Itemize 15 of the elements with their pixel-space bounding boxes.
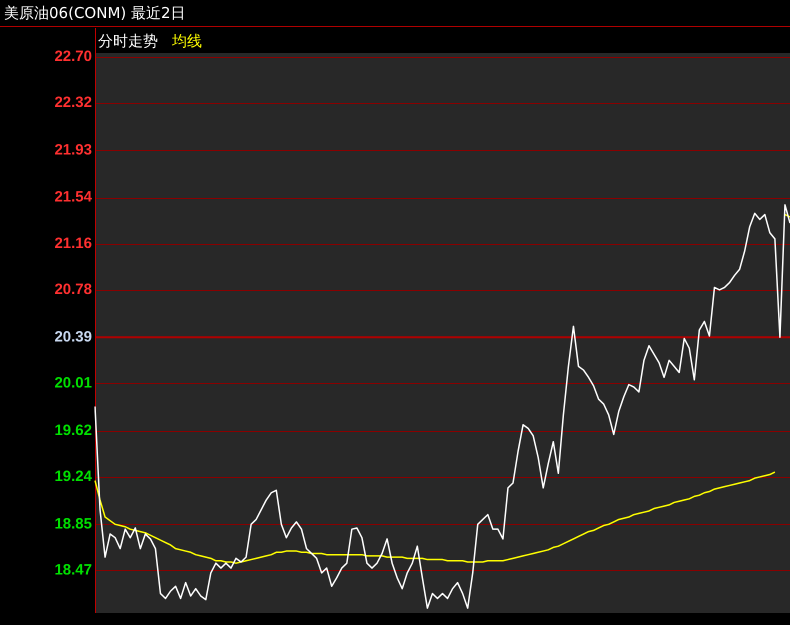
text: 均线 — [172, 31, 202, 51]
y-tick-label: 21.16 — [54, 234, 92, 252]
text: 分时走势 — [98, 31, 158, 51]
y-tick-label: 22.32 — [54, 94, 92, 111]
y-tick-label: 20.01 — [54, 374, 92, 392]
y-tick-label: 21.93 — [54, 141, 92, 158]
y-tick-label: 21.54 — [54, 188, 93, 206]
y-tick-label: 20.78 — [54, 281, 92, 298]
y-tick-label: 20.39 — [54, 328, 92, 346]
chart-title: 美原油06(CONM) 最近2日 — [0, 0, 790, 27]
y-tick-label: 18.85 — [54, 515, 92, 532]
y-tick-label: 18.47 — [54, 562, 92, 579]
y-tick-label: 22.70 — [54, 48, 92, 65]
y-tick-label: 19.62 — [54, 422, 92, 439]
y-tick-label: 19.24 — [54, 468, 93, 486]
